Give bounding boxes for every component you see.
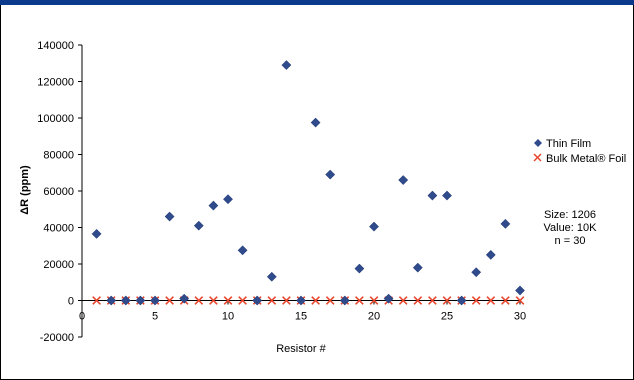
plot-area: 140000120000100000800006000040000200000-… <box>37 40 526 344</box>
data-point-thin-film <box>369 221 379 232</box>
chart-notes: Size: 1206 Value: 10K n = 30 <box>543 209 597 247</box>
data-point-thin-film <box>150 295 160 306</box>
data-point-bulk-metal-foil <box>413 296 423 305</box>
legend-label-bulk-metal-foil: Bulk Metal® Foil <box>546 153 626 165</box>
data-point-bulk-metal-foil <box>92 296 101 305</box>
data-point-thin-film <box>442 190 452 201</box>
x-tick-label: 25 <box>441 311 453 323</box>
legend-label-thin-film: Thin Film <box>546 138 591 150</box>
data-point-bulk-metal-foil <box>282 296 291 305</box>
note-value: Value: 10K <box>543 222 597 234</box>
data-point-bulk-metal-foil <box>471 296 481 305</box>
data-point-thin-film <box>281 60 292 71</box>
data-point-thin-film <box>135 295 146 306</box>
data-point-bulk-metal-foil <box>267 296 277 305</box>
data-point-thin-film <box>515 285 525 296</box>
data-point-thin-film <box>412 262 423 273</box>
data-point-bulk-metal-foil <box>486 296 496 305</box>
data-point-bulk-metal-foil <box>194 296 204 305</box>
data-point-thin-film <box>208 200 219 211</box>
data-point-thin-film <box>120 295 131 306</box>
data-point-bulk-metal-foil <box>325 296 335 305</box>
note-n: n = 30 <box>555 235 586 247</box>
legend: Thin Film Bulk Metal® Foil <box>533 138 626 165</box>
y-tick-label: 20000 <box>43 259 74 271</box>
y-tick-label: 40000 <box>43 223 74 235</box>
y-tick-label: 80000 <box>43 150 74 162</box>
y-tick-label: -20000 <box>40 332 74 344</box>
x-tick-label: 0 <box>79 311 85 323</box>
data-point-thin-film <box>179 293 190 304</box>
x-axis-title: Resistor # <box>276 343 326 355</box>
y-axis-title: ΔR (ppm) <box>19 165 31 215</box>
data-point-thin-film <box>500 218 511 229</box>
data-point-bulk-metal-foil <box>165 296 174 305</box>
data-point-bulk-metal-foil <box>428 296 437 305</box>
x-tick-label: 30 <box>514 311 526 323</box>
data-point-thin-film <box>223 194 233 205</box>
top-accent-bar <box>0 0 634 5</box>
data-point-bulk-metal-foil <box>223 296 233 305</box>
data-point-thin-film <box>325 169 336 180</box>
data-point-thin-film <box>237 245 248 256</box>
data-point-thin-film <box>91 228 102 239</box>
x-tick-label: 5 <box>152 311 158 323</box>
data-point-thin-film <box>383 293 394 304</box>
y-tick-label: 0 <box>68 296 74 308</box>
data-point-bulk-metal-foil <box>311 296 320 305</box>
data-point-bulk-metal-foil <box>355 296 364 305</box>
legend-marker-thin-film <box>534 139 542 147</box>
data-point-thin-film <box>193 220 204 231</box>
data-point-bulk-metal-foil <box>398 296 408 305</box>
x-tick-label: 15 <box>295 311 307 323</box>
data-point-bulk-metal-foil <box>238 296 247 305</box>
y-tick-label: 120000 <box>37 77 74 89</box>
data-point-bulk-metal-foil <box>209 296 218 305</box>
data-point-thin-film <box>471 267 482 278</box>
data-point-thin-film <box>485 249 496 260</box>
data-point-thin-film <box>427 190 438 201</box>
y-tick-label: 100000 <box>37 113 74 125</box>
data-point-bulk-metal-foil <box>515 296 525 305</box>
data-point-bulk-metal-foil <box>369 296 379 305</box>
data-point-bulk-metal-foil <box>442 296 452 305</box>
data-point-thin-film <box>339 295 350 306</box>
y-tick-label: 140000 <box>37 40 74 52</box>
data-point-bulk-metal-foil <box>501 296 510 305</box>
data-point-thin-film <box>164 211 175 222</box>
data-point-thin-film <box>252 295 263 306</box>
x-tick-label: 10 <box>222 311 234 323</box>
data-point-thin-film <box>106 295 117 306</box>
data-point-thin-film <box>296 295 306 306</box>
data-point-thin-film <box>456 295 467 306</box>
data-point-thin-film <box>398 175 409 186</box>
data-point-thin-film <box>310 117 321 128</box>
data-point-thin-film <box>266 271 277 282</box>
legend-marker-bulk-metal-foil <box>533 153 542 162</box>
data-point-thin-film <box>354 263 365 274</box>
x-tick-label: 20 <box>368 311 380 323</box>
note-size: Size: 1206 <box>544 209 596 221</box>
y-tick-label: 60000 <box>43 186 74 198</box>
